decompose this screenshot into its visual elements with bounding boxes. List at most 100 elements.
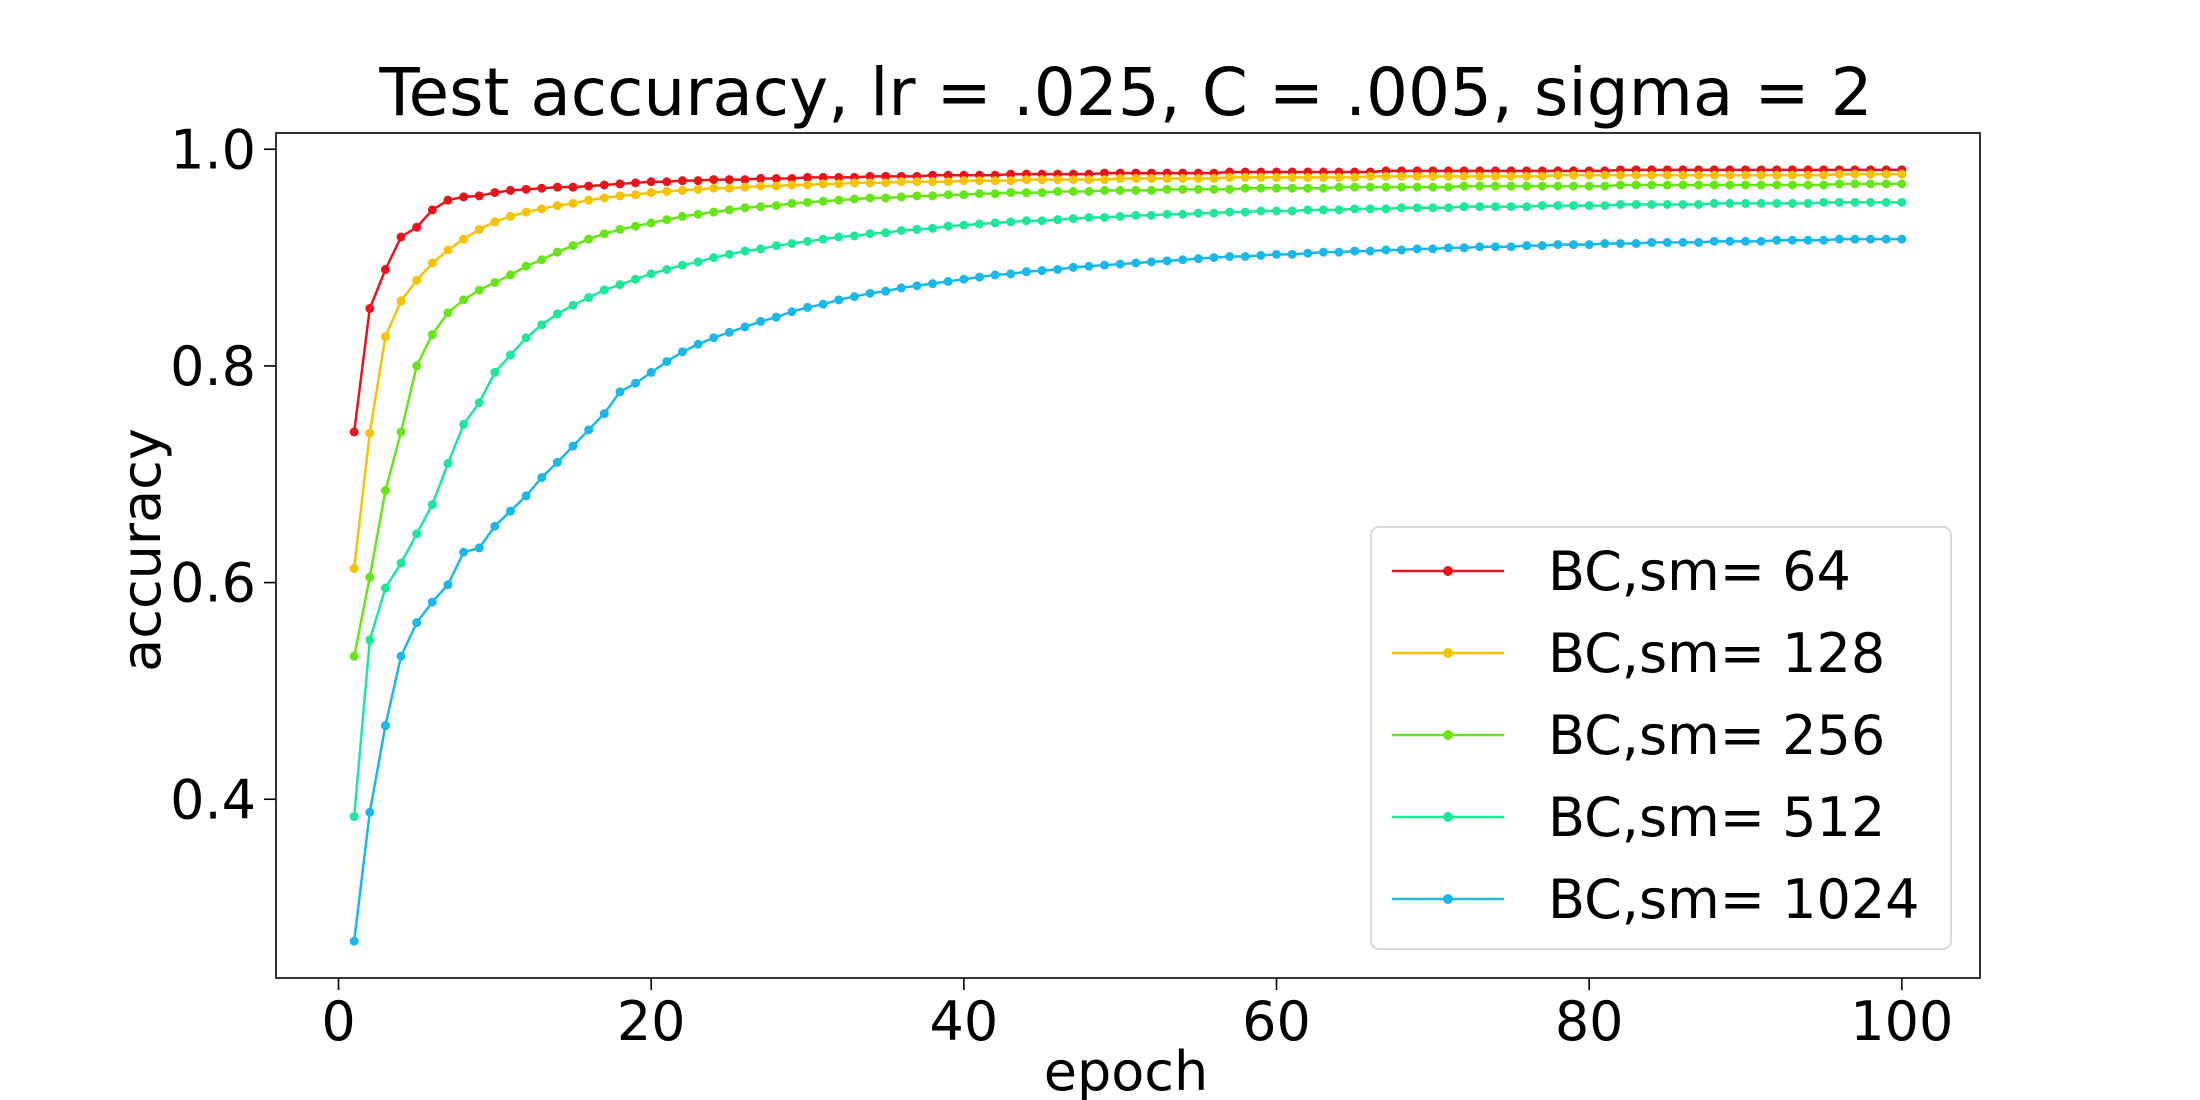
data-point bbox=[1678, 180, 1688, 190]
data-point bbox=[568, 300, 578, 310]
data-point bbox=[474, 543, 484, 553]
data-point bbox=[412, 275, 422, 285]
data-point bbox=[1272, 183, 1282, 193]
data-point bbox=[1006, 169, 1016, 179]
data-point bbox=[1006, 188, 1016, 198]
data-point bbox=[865, 229, 875, 239]
series-2 bbox=[349, 179, 1907, 661]
data-point bbox=[615, 280, 625, 290]
data-point bbox=[1475, 242, 1485, 252]
data-point bbox=[521, 333, 531, 343]
data-point bbox=[427, 597, 437, 607]
data-point bbox=[1037, 216, 1047, 226]
legend-entry: BC,sm= 128 bbox=[1392, 622, 1885, 685]
data-point bbox=[1287, 206, 1297, 216]
data-point bbox=[1428, 171, 1438, 181]
data-point bbox=[787, 307, 797, 317]
data-point bbox=[1084, 261, 1094, 271]
data-point bbox=[1647, 180, 1657, 190]
data-point bbox=[537, 255, 547, 265]
data-point bbox=[912, 191, 922, 201]
x-tick-label: 80 bbox=[1555, 990, 1624, 1053]
data-point bbox=[1272, 172, 1282, 182]
data-point bbox=[1834, 197, 1844, 207]
data-point bbox=[1350, 172, 1360, 182]
x-tick-label: 100 bbox=[1850, 990, 1953, 1053]
data-point bbox=[818, 234, 828, 244]
data-point bbox=[959, 220, 969, 230]
data-point bbox=[959, 176, 969, 186]
data-point bbox=[506, 185, 515, 195]
data-point bbox=[990, 270, 1000, 280]
data-point bbox=[724, 327, 734, 337]
data-point bbox=[1600, 239, 1610, 248]
data-point bbox=[693, 184, 703, 194]
data-point bbox=[1146, 174, 1156, 183]
series-3 bbox=[349, 197, 1907, 822]
x-tick-label: 0 bbox=[321, 990, 355, 1053]
data-point bbox=[1584, 170, 1594, 180]
data-point bbox=[380, 265, 390, 274]
data-point bbox=[1412, 171, 1422, 181]
data-point bbox=[1240, 207, 1250, 217]
data-point bbox=[412, 222, 422, 232]
data-point bbox=[1647, 200, 1657, 209]
data-point bbox=[724, 205, 734, 215]
data-point bbox=[771, 241, 781, 251]
data-point bbox=[1866, 169, 1876, 179]
data-point bbox=[1631, 200, 1641, 209]
data-point bbox=[474, 285, 484, 295]
data-point bbox=[974, 219, 984, 229]
data-point bbox=[1881, 179, 1891, 189]
data-point bbox=[1053, 187, 1063, 196]
data-point bbox=[1662, 170, 1672, 180]
data-point bbox=[1006, 217, 1016, 227]
data-point bbox=[380, 583, 390, 593]
data-point bbox=[1819, 170, 1829, 180]
data-point bbox=[584, 425, 594, 435]
data-point bbox=[1506, 171, 1516, 181]
data-point bbox=[521, 184, 531, 194]
data-point bbox=[1475, 202, 1485, 212]
data-point bbox=[412, 618, 422, 628]
data-point bbox=[584, 234, 594, 244]
data-point bbox=[1100, 260, 1110, 270]
data-point bbox=[756, 181, 766, 191]
data-point bbox=[990, 176, 1000, 186]
data-point bbox=[1443, 171, 1453, 181]
data-point bbox=[1600, 201, 1610, 211]
data-point bbox=[709, 175, 719, 185]
data-point bbox=[849, 292, 859, 302]
data-point bbox=[1381, 182, 1391, 192]
data-point bbox=[1850, 234, 1860, 244]
data-point bbox=[1240, 172, 1250, 182]
data-point bbox=[1741, 180, 1750, 190]
data-point bbox=[1021, 267, 1031, 277]
data-point bbox=[427, 500, 437, 510]
data-point bbox=[896, 226, 906, 235]
data-point bbox=[849, 194, 859, 204]
data-point bbox=[552, 247, 562, 257]
data-point bbox=[943, 170, 953, 180]
data-point bbox=[1725, 180, 1735, 190]
data-point bbox=[1881, 169, 1891, 179]
data-point bbox=[1225, 172, 1235, 182]
data-point bbox=[615, 224, 625, 234]
legend-entry: BC,sm= 64 bbox=[1392, 540, 1851, 603]
data-point bbox=[693, 209, 703, 219]
data-point bbox=[709, 183, 719, 193]
data-point bbox=[771, 201, 781, 211]
data-point bbox=[1615, 239, 1625, 248]
data-point bbox=[412, 361, 422, 371]
data-point bbox=[1365, 182, 1375, 192]
data-point bbox=[693, 257, 703, 267]
data-point bbox=[818, 172, 828, 182]
data-point bbox=[1537, 201, 1547, 211]
data-point bbox=[521, 207, 531, 217]
data-point bbox=[1647, 237, 1657, 247]
data-point bbox=[943, 221, 953, 231]
data-point bbox=[615, 191, 625, 201]
data-point bbox=[677, 185, 687, 195]
data-point bbox=[1522, 171, 1532, 181]
data-point bbox=[1522, 181, 1532, 191]
